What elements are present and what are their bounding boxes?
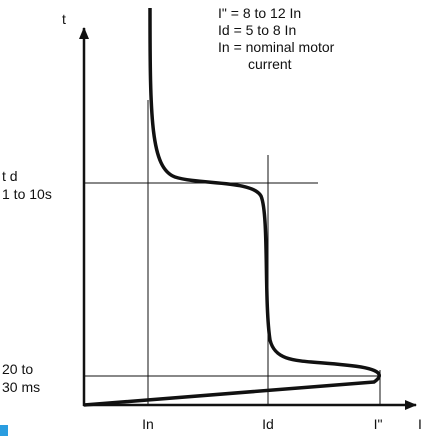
y-tick-label: 1 to 10s: [2, 186, 52, 202]
y-axis-label: t: [62, 11, 66, 27]
x-tick-label: I": [374, 416, 383, 432]
y-tick-label: 20 to: [2, 361, 33, 377]
y-tick-label: t d: [2, 168, 18, 184]
legend-line: In = nominal motor: [218, 39, 335, 55]
marker-square: [0, 425, 8, 436]
legend-line: current: [248, 56, 292, 72]
x-axis-label: I: [418, 416, 422, 432]
legend-line: Id = 5 to 8 In: [218, 22, 296, 38]
x-tick-label: Id: [262, 416, 274, 432]
x-tick-label: In: [142, 416, 154, 432]
legend-line: I" = 8 to 12 In: [218, 5, 301, 21]
curve: [83, 7, 381, 407]
y-tick-label: 30 ms: [2, 379, 40, 395]
